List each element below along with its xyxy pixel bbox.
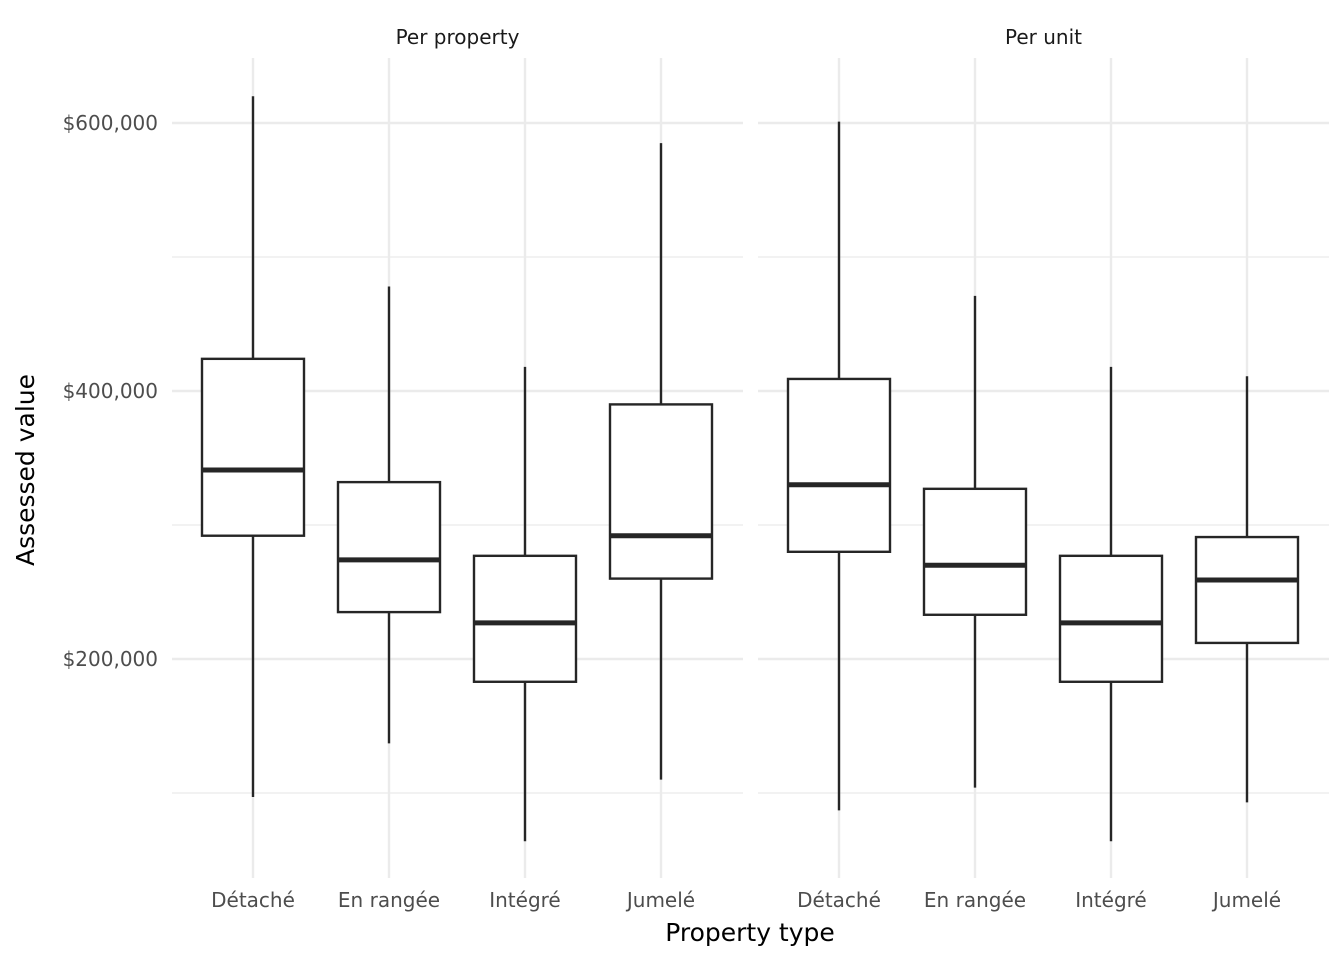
panel-per-unit: Per unit Détaché En rangée Intégré Jumelé [786,25,1300,912]
box-1 [922,295,1028,788]
x-tick-label: Détaché [797,888,881,912]
x-tick-label: Jumelé [625,888,695,912]
iqr-box [1058,554,1164,683]
iqr-box [786,377,892,554]
box-3 [608,143,714,780]
box-0 [786,121,892,811]
panel-strip-title: Per unit [1005,25,1082,49]
iqr-box [472,554,578,683]
y-tick-label: $200,000 [63,647,158,671]
y-tick-label: $600,000 [63,111,158,135]
box-1 [336,286,442,744]
y-axis-title: Assessed value [11,374,40,566]
panels-layer: Per property Détaché En rangée Intégré Jumel… [200,25,1300,912]
panel-strip-title: Per property [396,25,520,49]
iqr-box [200,357,306,537]
x-tick-label: Détaché [211,888,295,912]
x-axis-title: Property type [665,918,835,947]
y-axis: $200,000 $400,000 $600,000 [63,111,158,671]
grid-layer [172,58,1329,878]
iqr-box [1194,535,1300,645]
x-tick-label: En rangée [924,888,1026,912]
box-3 [1194,376,1300,803]
iqr-box [608,403,714,580]
box-2 [472,366,578,842]
y-tick-label: $400,000 [63,379,158,403]
iqr-box [922,487,1028,616]
iqr-box [336,480,442,614]
x-tick-label: Intégré [1075,888,1147,912]
x-tick-label: En rangée [338,888,440,912]
box-2 [1058,366,1164,842]
box-0 [200,96,306,798]
panel-per-property: Per property Détaché En rangée Intégré Jumel… [200,25,714,912]
x-tick-label: Jumelé [1211,888,1281,912]
x-tick-label: Intégré [489,888,561,912]
